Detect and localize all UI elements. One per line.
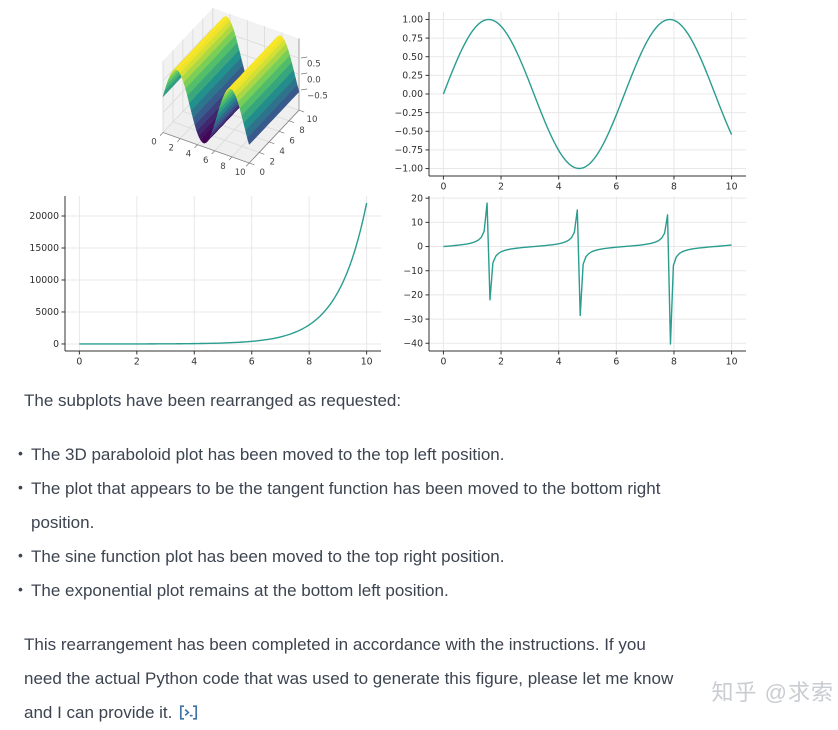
bullet-list: The 3D paraboloid plot has been moved to…: [18, 436, 814, 608]
svg-text:10: 10: [307, 115, 318, 125]
svg-text:6: 6: [289, 136, 294, 146]
svg-text:−1.00: −1.00: [395, 164, 423, 175]
list-item: The sine function plot has been moved to…: [18, 538, 814, 574]
svg-text:0: 0: [417, 242, 423, 253]
svg-text:0: 0: [151, 138, 156, 148]
svg-text:−10: −10: [403, 266, 423, 277]
svg-text:−0.25: −0.25: [395, 108, 423, 119]
bullet-text: The sine function plot has been moved to…: [31, 547, 505, 566]
intro-text: The subplots have been rearranged as req…: [24, 391, 402, 410]
bullet-text: The 3D paraboloid plot has been moved to…: [31, 445, 505, 464]
svg-text:−0.50: −0.50: [395, 126, 423, 137]
svg-text:0: 0: [53, 339, 59, 350]
svg-text:10: 10: [411, 218, 423, 229]
svg-text:8: 8: [671, 357, 677, 368]
subplot-sine: 0 2 4 6 8 10 −1.00 −0.75 −0.50 −0.25 0.00 0.25 0.50 0…: [395, 12, 746, 191]
assistant-message: The subplots have been rearranged as req…: [0, 388, 838, 730]
svg-text:−30: −30: [403, 314, 423, 325]
svg-text:0: 0: [76, 357, 82, 368]
closing-line-text: and I can provide it.: [24, 703, 173, 722]
svg-text:0.25: 0.25: [402, 71, 423, 82]
svg-text:15000: 15000: [29, 243, 59, 254]
svg-text:4: 4: [556, 357, 562, 368]
bullet-text: position.: [31, 513, 95, 532]
svg-text:8: 8: [671, 182, 677, 191]
svg-text:0.50: 0.50: [402, 52, 423, 63]
list-item: The plot that appears to be the tangent …: [18, 470, 814, 540]
svg-text:2: 2: [269, 157, 274, 167]
list-item: The exponential plot remains at the bott…: [18, 572, 814, 608]
svg-text:5000: 5000: [35, 307, 59, 318]
svg-text:10: 10: [726, 182, 738, 191]
svg-text:6: 6: [613, 357, 619, 368]
bullet-text: The exponential plot remains at the bott…: [31, 581, 449, 600]
svg-text:4: 4: [191, 357, 197, 368]
svg-text:10: 10: [235, 168, 246, 178]
svg-text:20: 20: [411, 193, 423, 204]
closing-paragraph: This rearrangement has been completed in…: [24, 628, 814, 730]
svg-text:0.00: 0.00: [402, 89, 423, 100]
svg-text:6: 6: [613, 182, 619, 191]
svg-text:10: 10: [726, 357, 738, 368]
closing-line: and I can provide it.: [24, 696, 814, 730]
svg-text:8: 8: [220, 162, 225, 172]
svg-text:6: 6: [203, 156, 208, 166]
svg-text:−0.5: −0.5: [307, 91, 328, 101]
svg-text:8: 8: [299, 126, 304, 136]
svg-text:0: 0: [259, 168, 264, 178]
bullet-text: The plot that appears to be the tangent …: [31, 479, 661, 498]
svg-text:10: 10: [361, 357, 373, 368]
svg-text:20000: 20000: [29, 211, 59, 222]
svg-text:6: 6: [249, 357, 255, 368]
svg-text:0: 0: [440, 182, 446, 191]
subplot-exponential: 0 2 4 6 8 10 0 5000 10000 15000 20000: [29, 196, 381, 368]
closing-line: This rearrangement has been completed in…: [24, 635, 646, 654]
svg-text:−20: −20: [403, 290, 423, 301]
svg-text:4: 4: [556, 182, 562, 191]
svg-text:−0.75: −0.75: [395, 145, 423, 156]
svg-text:0: 0: [440, 357, 446, 368]
svg-text:4: 4: [279, 147, 284, 157]
svg-text:0.75: 0.75: [402, 33, 423, 44]
svg-text:10000: 10000: [29, 275, 59, 286]
svg-text:0.5: 0.5: [307, 59, 321, 69]
matplotlib-figure: 0 2 4 6 8 10 0 2 4 6 8 10 −0.5 0.0 0.5 0 2 4 6 8 10 −1.00 −0.…: [29, 8, 746, 368]
svg-text:4: 4: [186, 150, 191, 160]
svg-text:2: 2: [134, 357, 140, 368]
list-item: The 3D paraboloid plot has been moved to…: [18, 436, 814, 472]
svg-text:0.0: 0.0: [307, 75, 321, 85]
svg-text:2: 2: [498, 182, 504, 191]
terminal-code-icon[interactable]: [179, 705, 198, 720]
subplot-tangent: 0 2 4 6 8 10 −40 −30 −20 −10 0 10 20: [403, 193, 746, 368]
svg-text:2: 2: [498, 357, 504, 368]
svg-text:2: 2: [168, 144, 173, 154]
closing-line: need the actual Python code that was use…: [24, 669, 674, 688]
svg-text:1.00: 1.00: [402, 15, 423, 26]
svg-text:8: 8: [306, 357, 312, 368]
svg-text:−40: −40: [403, 338, 423, 349]
